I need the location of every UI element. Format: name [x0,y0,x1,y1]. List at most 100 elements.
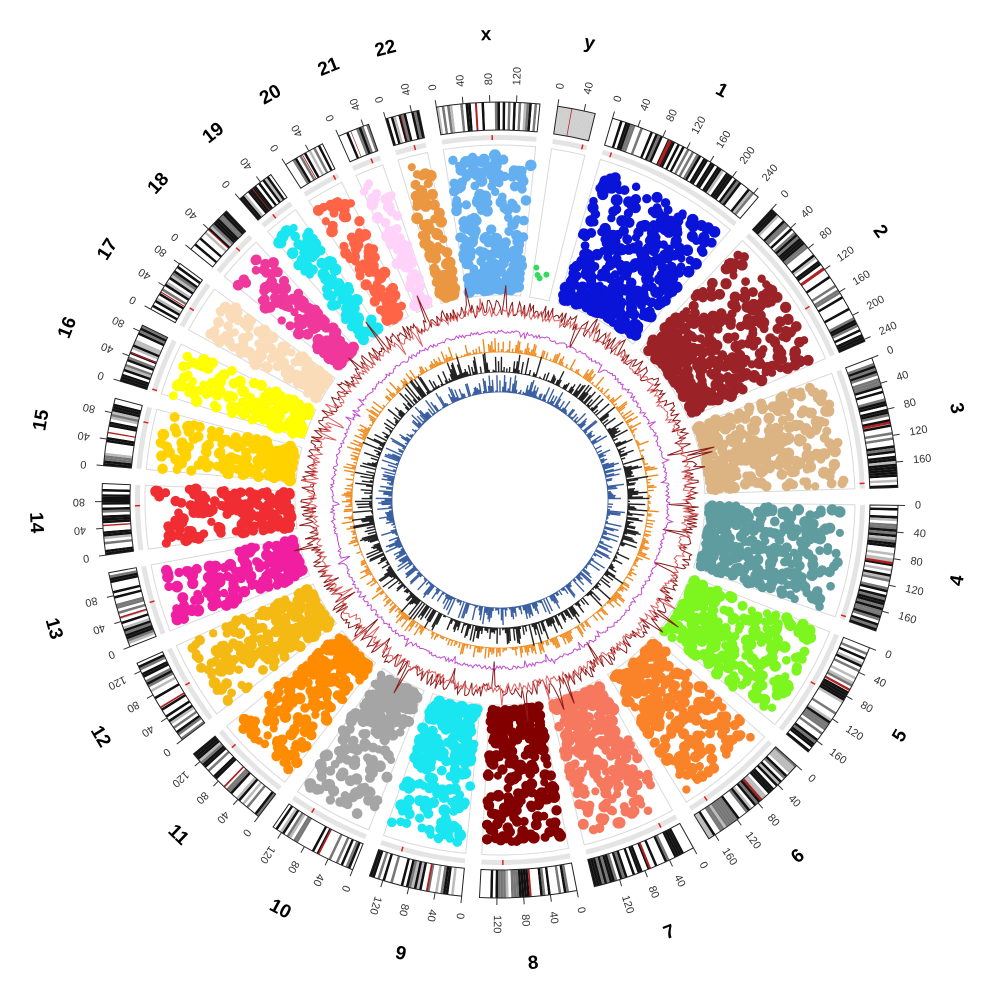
band-16 [124,366,152,378]
point-1 [607,308,617,317]
band-13 [129,634,157,647]
ideogram-13 [108,567,157,648]
point-1 [666,215,676,225]
point-9 [459,745,470,756]
grey-ring-16 [151,339,177,393]
point-5 [737,600,748,611]
point-2 [678,356,690,369]
band-17 [163,285,189,304]
point-13 [160,564,173,576]
point-9 [440,813,451,823]
band-14 [104,538,133,545]
tick-3-160 [896,460,904,463]
point-3 [829,462,839,472]
point-4 [785,590,795,600]
point-14 [241,509,252,521]
band-2 [808,280,834,298]
band-21 [346,131,360,159]
band-15 [104,452,133,459]
centromere-20 [301,154,317,180]
band-15 [106,436,135,444]
tick-5-40 [858,671,866,676]
band-12 [163,698,189,716]
point-x [518,215,529,226]
point-x [509,181,520,192]
band-6 [753,768,775,791]
point-1 [585,215,597,227]
point-y [543,271,550,278]
point-6 [609,672,620,682]
band-16 [123,368,151,381]
tick-label-21-0: 0 [324,113,337,123]
band-7 [648,837,663,865]
tick-label-17-80: 80 [152,242,169,259]
point-8 [554,829,567,842]
band-x [492,102,496,131]
band-7 [664,830,680,857]
band-12 [161,693,187,711]
band-11 [216,759,239,782]
point-9 [470,708,481,719]
grey-ring-13 [141,565,166,635]
band-19 [247,190,268,214]
band-13 [114,591,143,602]
marker-9 [400,846,404,852]
band-5 [841,639,869,653]
point-5 [710,628,720,639]
point-3 [769,439,778,449]
point-1 [708,226,721,238]
band-8 [522,869,528,898]
band-4 [867,539,896,546]
band-8 [530,868,536,897]
point-7 [643,806,653,816]
band-14 [103,536,133,542]
band-4 [868,534,897,540]
band-22 [405,112,415,141]
band-12 [169,706,195,725]
band-15 [105,442,134,449]
band-16 [126,358,155,372]
band-15 [104,455,133,461]
tick-label-6-40: 40 [786,793,803,810]
band-9 [458,868,465,897]
band-12 [140,658,167,674]
point-9 [402,803,413,814]
ideogram-17 [150,262,204,324]
band-1 [710,172,729,198]
point-7 [579,784,589,794]
band-2 [812,287,838,305]
point-2 [664,359,674,369]
tick-label-13-80: 80 [84,594,99,609]
point-3 [710,473,720,483]
point-6 [705,728,715,739]
band-5 [816,689,843,706]
band-3 [860,411,889,420]
band-5 [814,693,840,711]
band-9 [403,858,413,887]
point-1 [674,242,685,253]
tick-11-40 [232,799,239,806]
band-12 [142,663,170,678]
band-2 [778,237,802,259]
point-3 [811,448,821,457]
tick-label-4-40: 40 [913,527,926,540]
tick-9-120 [380,880,384,888]
band-10 [300,819,317,846]
band-6 [763,757,786,780]
tick-label-y-0: 0 [554,82,567,90]
band-3 [851,375,879,387]
tick-label-6-0: 0 [805,772,818,785]
band-1 [708,171,727,196]
band-14 [105,546,134,553]
band-16 [137,332,165,347]
point-14 [229,496,238,505]
point-10 [325,795,336,805]
band-13 [115,596,144,607]
point-4 [769,516,780,527]
point-3 [692,424,704,436]
point-8 [527,702,537,713]
point-13 [193,593,205,605]
point-10 [348,758,361,770]
band-2 [834,329,861,344]
point-12 [221,678,233,690]
